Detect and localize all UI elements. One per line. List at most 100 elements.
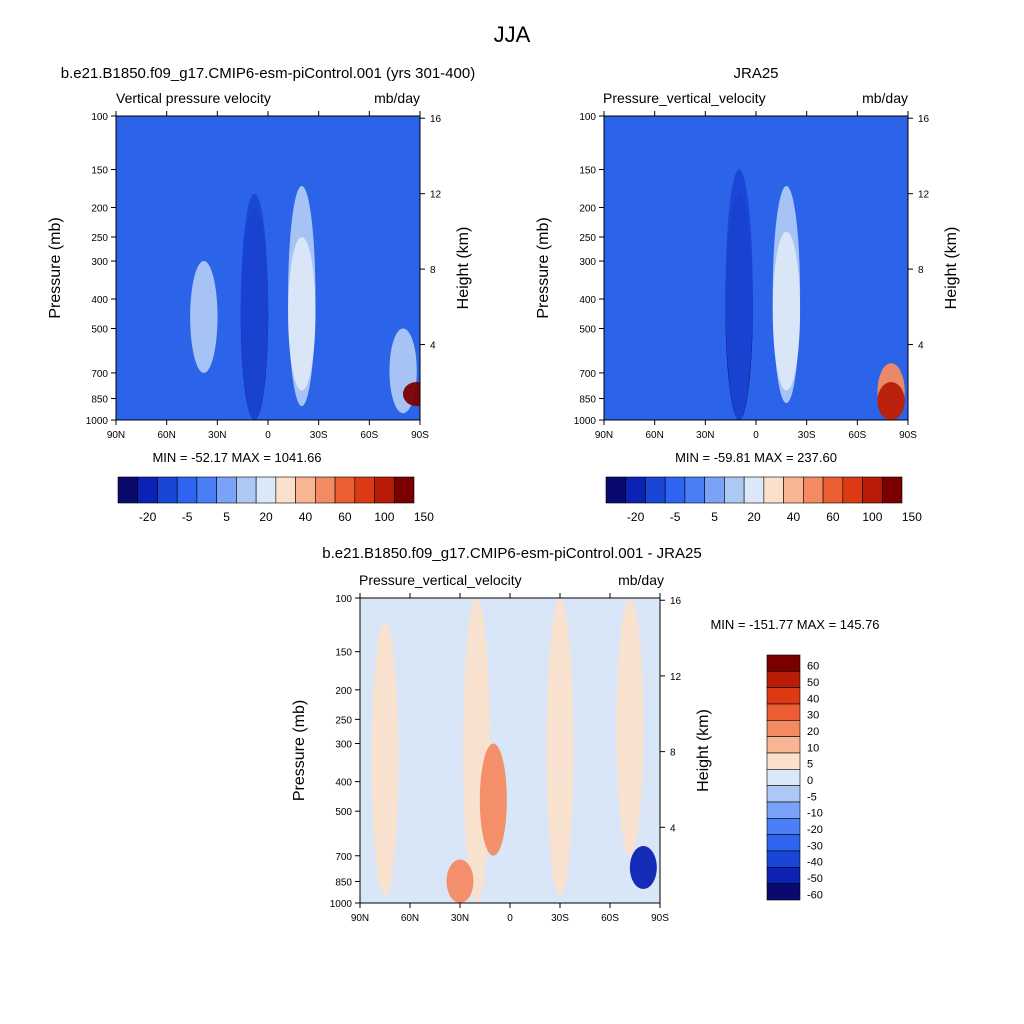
colorbar-swatch xyxy=(157,476,178,504)
y-tick-label: 1000 xyxy=(86,416,109,427)
colorbar-swatch xyxy=(803,476,824,504)
x-tick-label: 30S xyxy=(551,913,569,924)
colorbar-swatch xyxy=(766,834,801,852)
colorbar-swatch xyxy=(117,476,139,504)
colorbar-swatch xyxy=(822,476,844,504)
colorbar-label: 40 xyxy=(787,510,801,524)
min-max-stats: MIN = -52.17 MAX = 1041.66 xyxy=(152,450,321,465)
colorbar-swatch xyxy=(766,883,801,901)
x-tick-label: 30N xyxy=(696,430,714,441)
y-tick-label: 100 xyxy=(335,594,352,605)
colorbar-label: 40 xyxy=(299,510,313,524)
colorbar-label: 60 xyxy=(826,510,840,524)
panel-left-label: Pressure_vertical_velocity xyxy=(359,572,522,588)
contour-feature xyxy=(446,859,474,903)
colorbar-label: -10 xyxy=(807,808,823,820)
colorbar: -20 -5 5 20 40 60 100 150 xyxy=(117,476,434,524)
y-tick-label: 250 xyxy=(579,233,596,244)
contour-feature xyxy=(190,261,218,373)
y2-tick-label: 4 xyxy=(918,341,924,352)
colorbar-swatch xyxy=(275,476,296,504)
y-tick-label: 1000 xyxy=(330,899,353,910)
y-tick-label: 500 xyxy=(91,324,108,335)
colorbar-swatch xyxy=(862,476,883,504)
colorbar-swatch xyxy=(766,769,801,786)
panel-title: b.e21.B1850.f09_g17.CMIP6-esm-piControl.… xyxy=(322,545,701,562)
colorbar-swatch xyxy=(374,476,395,504)
contour-feature xyxy=(629,845,657,890)
contour-feature xyxy=(402,382,420,407)
x-tick-label: 60N xyxy=(157,430,175,441)
x-tick-label: 90S xyxy=(411,430,429,441)
y-axis-title: Pressure (mb) xyxy=(535,217,552,318)
colorbar-label: 20 xyxy=(747,510,761,524)
colorbar-swatch xyxy=(766,801,801,819)
colorbar-swatch xyxy=(766,867,801,884)
y2-axis-title: Height (km) xyxy=(943,227,960,310)
colorbar-swatch xyxy=(137,476,158,504)
y-tick-label: 850 xyxy=(335,877,352,888)
y-tick-label: 200 xyxy=(335,686,352,697)
colorbar-label: 5 xyxy=(711,510,718,524)
contour-feature xyxy=(240,193,269,420)
colorbar-label: -5 xyxy=(182,510,193,524)
colorbar-swatch xyxy=(664,476,686,504)
x-tick-label: 90S xyxy=(899,430,917,441)
colorbar-swatch xyxy=(766,687,801,705)
colorbar-label: 10 xyxy=(807,742,819,754)
panel-left-label: Vertical pressure velocity xyxy=(116,90,271,106)
colorbar-label: 60 xyxy=(807,661,819,673)
x-tick-label: 0 xyxy=(507,913,513,924)
x-tick-label: 30S xyxy=(798,430,816,441)
y-tick-label: 200 xyxy=(579,204,596,215)
colorbar-swatch xyxy=(766,850,801,868)
figure-title: JJA xyxy=(494,22,531,47)
colorbar-label: -30 xyxy=(807,840,823,852)
y2-tick-label: 8 xyxy=(918,265,924,276)
min-max-stats: MIN = -151.77 MAX = 145.76 xyxy=(710,617,879,632)
y-tick-label: 850 xyxy=(91,395,108,406)
colorbar-swatch xyxy=(842,476,863,504)
colorbar-swatch xyxy=(354,476,375,504)
y2-tick-label: 16 xyxy=(918,114,930,125)
y-tick-label: 150 xyxy=(91,166,108,177)
panel-title: b.e21.B1850.f09_g17.CMIP6-esm-piControl.… xyxy=(61,65,475,82)
x-tick-label: 90N xyxy=(107,430,125,441)
x-tick-label: 60N xyxy=(401,913,419,924)
y2-tick-label: 12 xyxy=(670,672,682,683)
colorbar-label: 30 xyxy=(807,710,819,722)
colorbar-swatch xyxy=(176,476,198,504)
x-tick-label: 30S xyxy=(310,430,328,441)
colorbar-label: 150 xyxy=(902,510,922,524)
y2-tick-label: 8 xyxy=(430,265,436,276)
colorbar-label: -5 xyxy=(670,510,681,524)
y-tick-label: 250 xyxy=(335,715,352,726)
contour-feature xyxy=(288,236,316,391)
y-tick-label: 850 xyxy=(579,395,596,406)
contour-feature xyxy=(772,231,801,391)
y-tick-label: 250 xyxy=(91,233,108,244)
colorbar-swatch xyxy=(684,476,705,504)
field xyxy=(360,598,660,903)
colorbar-label: -50 xyxy=(807,873,823,885)
x-tick-label: 0 xyxy=(753,430,759,441)
y2-tick-label: 4 xyxy=(430,341,436,352)
colorbar-swatch xyxy=(236,476,257,504)
y2-tick-label: 4 xyxy=(670,823,676,834)
contour-feature xyxy=(463,598,491,903)
y-tick-label: 700 xyxy=(579,369,596,380)
y-axis-title: Pressure (mb) xyxy=(47,217,64,318)
y-axis-title: Pressure (mb) xyxy=(291,700,308,801)
field-background xyxy=(360,598,660,903)
y2-axis-title: Height (km) xyxy=(695,709,712,792)
x-tick-label: 0 xyxy=(265,430,271,441)
colorbar-swatch xyxy=(766,785,801,803)
y2-axis-title: Height (km) xyxy=(455,227,472,310)
colorbar-swatch xyxy=(704,476,725,504)
y-tick-label: 150 xyxy=(579,166,596,177)
y-tick-label: 700 xyxy=(91,369,108,380)
colorbar-swatch xyxy=(255,476,277,504)
y-tick-label: 150 xyxy=(335,648,352,659)
x-tick-label: 90N xyxy=(595,430,613,441)
